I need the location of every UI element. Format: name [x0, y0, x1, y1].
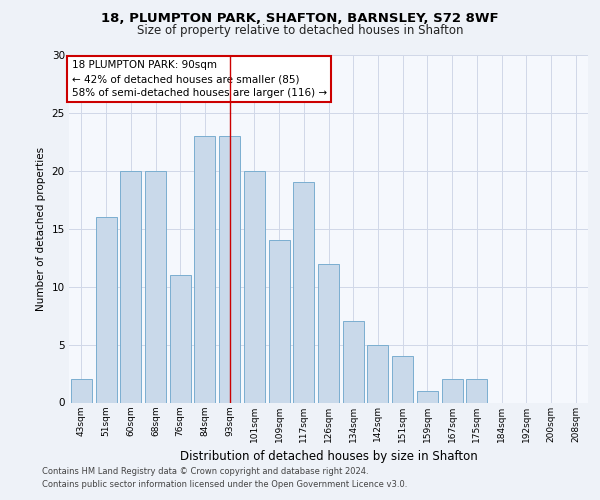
Bar: [442, 380, 463, 402]
Bar: [269, 240, 290, 402]
Bar: [170, 275, 191, 402]
Bar: [417, 391, 438, 402]
Bar: [318, 264, 339, 402]
Bar: [367, 344, 388, 403]
Text: 18, PLUMPTON PARK, SHAFTON, BARNSLEY, S72 8WF: 18, PLUMPTON PARK, SHAFTON, BARNSLEY, S7…: [101, 12, 499, 26]
Bar: [120, 171, 141, 402]
Bar: [343, 322, 364, 402]
Bar: [466, 380, 487, 402]
Bar: [194, 136, 215, 402]
Bar: [392, 356, 413, 403]
Bar: [95, 217, 116, 402]
Text: Size of property relative to detached houses in Shafton: Size of property relative to detached ho…: [137, 24, 463, 37]
Text: Contains HM Land Registry data © Crown copyright and database right 2024.: Contains HM Land Registry data © Crown c…: [42, 467, 368, 476]
Bar: [145, 171, 166, 402]
Text: 18 PLUMPTON PARK: 90sqm
← 42% of detached houses are smaller (85)
58% of semi-de: 18 PLUMPTON PARK: 90sqm ← 42% of detache…: [71, 60, 327, 98]
Bar: [244, 171, 265, 402]
Text: Contains public sector information licensed under the Open Government Licence v3: Contains public sector information licen…: [42, 480, 407, 489]
Bar: [293, 182, 314, 402]
Bar: [71, 380, 92, 402]
Y-axis label: Number of detached properties: Number of detached properties: [36, 146, 46, 311]
X-axis label: Distribution of detached houses by size in Shafton: Distribution of detached houses by size …: [179, 450, 478, 463]
Bar: [219, 136, 240, 402]
